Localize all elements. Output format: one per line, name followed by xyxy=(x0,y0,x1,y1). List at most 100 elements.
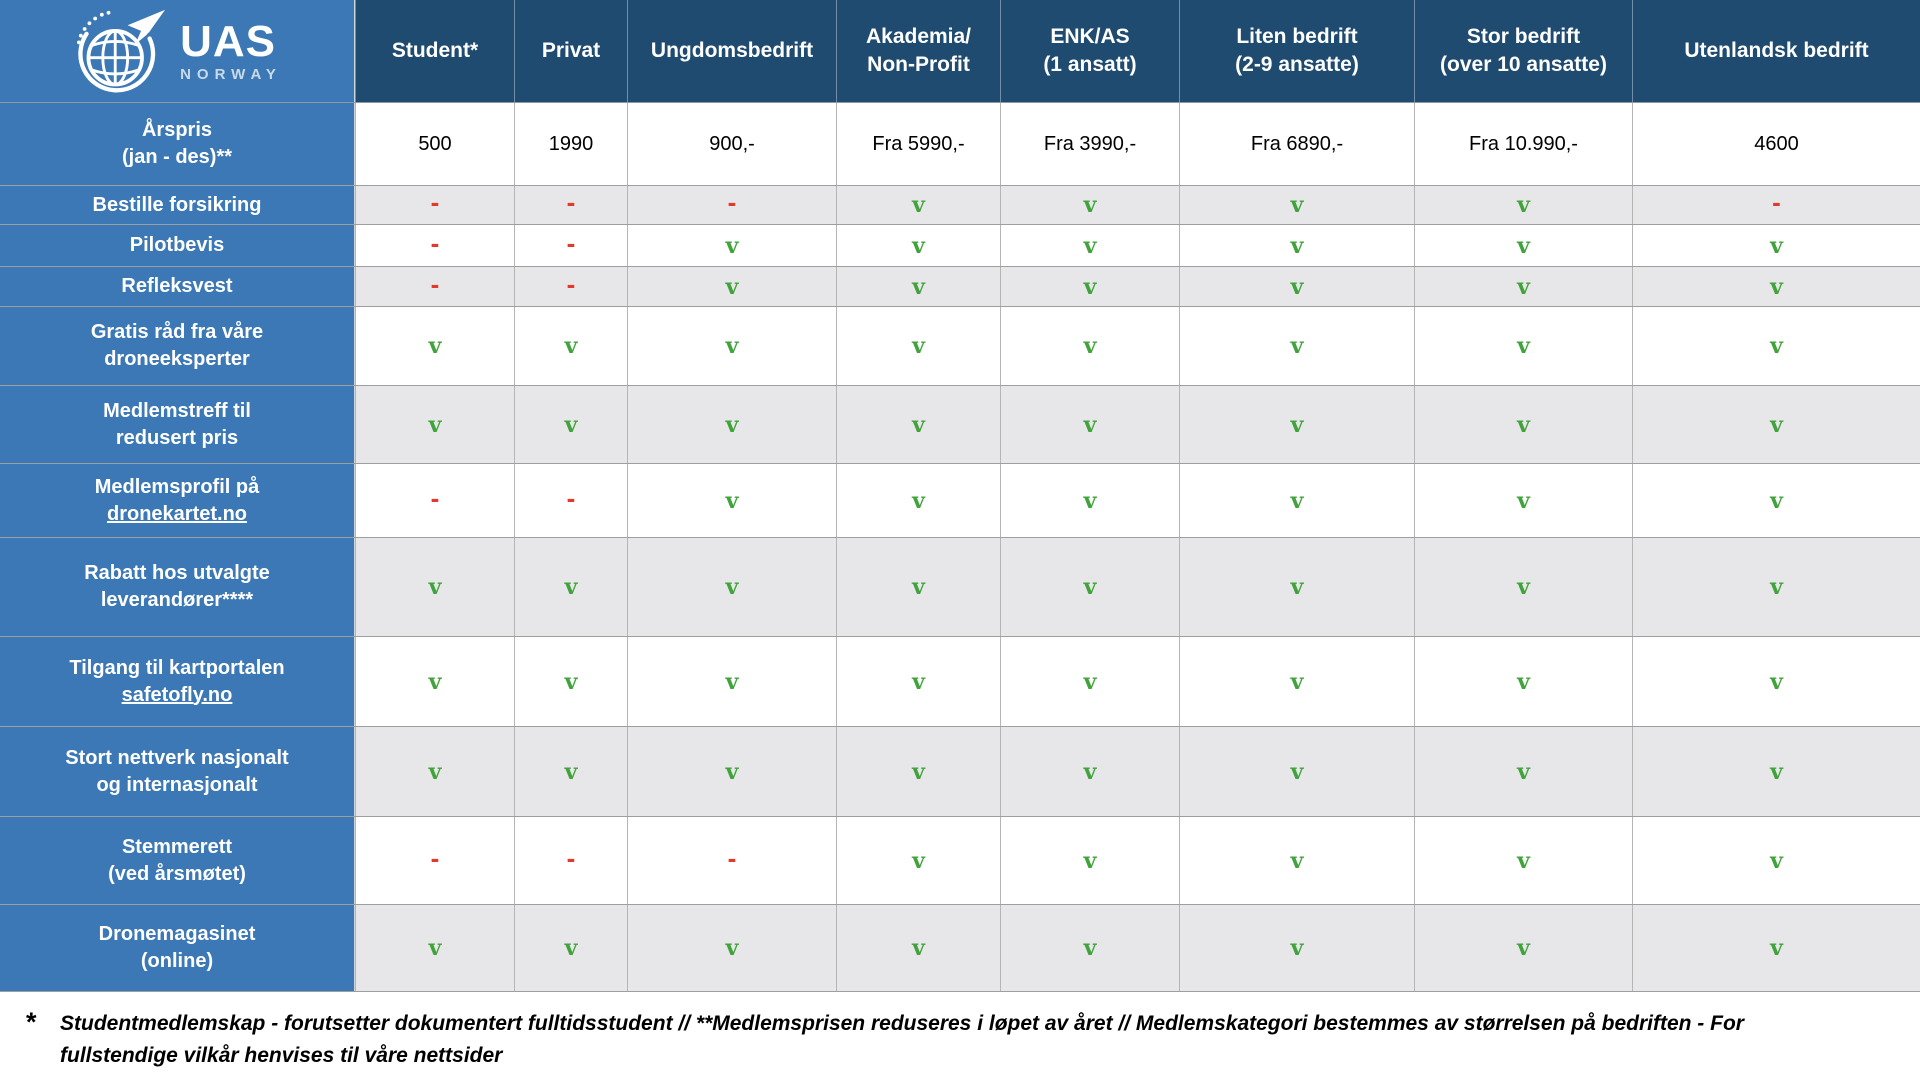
feature-cell: v xyxy=(1414,464,1632,537)
feature-cell: v xyxy=(836,538,1000,636)
row-label-line: leverandører**** xyxy=(100,589,254,611)
check-icon: v xyxy=(1083,273,1097,300)
feature-cell: v xyxy=(627,637,836,726)
table-row: Tilgang til kartportalen safetofly.no v v v v… xyxy=(0,637,1920,727)
column-header-line: Ungdomsbedrift xyxy=(650,38,814,62)
feature-cell: v xyxy=(1632,386,1920,463)
check-icon: v xyxy=(912,758,925,785)
check-icon: v xyxy=(1290,232,1304,259)
check-icon: v xyxy=(1517,758,1530,785)
feature-cell: v xyxy=(1414,386,1632,463)
feature-cell: v xyxy=(1000,538,1179,636)
row-label-line: Medlemsprofil på xyxy=(94,475,260,498)
feature-cell: v xyxy=(514,727,627,816)
feature-cell: v xyxy=(1414,307,1632,385)
check-icon: v xyxy=(725,333,739,359)
dotted-arc xyxy=(77,10,111,45)
column-header-line: (1 ansatt) xyxy=(1043,53,1137,76)
table-row: Dronemagasinet (online) v v v v v v v v xyxy=(0,905,1920,992)
feature-cell: v xyxy=(1000,267,1179,306)
feature-cell: v xyxy=(836,905,1000,991)
row-label: Stort nettverk nasjonalt og internasjonal… xyxy=(0,727,355,816)
feature-cell: v xyxy=(1179,538,1414,636)
table-row: Refleksvest - - v v v v v v xyxy=(0,267,1920,307)
dash-icon: - xyxy=(430,187,440,217)
column-header: Utenlandsk bedrift xyxy=(1632,0,1920,102)
dash-icon: - xyxy=(430,227,440,258)
feature-cell: v xyxy=(836,186,1000,224)
feature-cell: - xyxy=(514,817,627,904)
check-icon: v xyxy=(1517,232,1530,259)
check-icon: v xyxy=(1517,935,1530,961)
check-icon: v xyxy=(1290,668,1304,695)
check-icon: v xyxy=(1083,668,1097,695)
table-row: Rabatt hos utvalgte leverandører**** v v v v v… xyxy=(0,538,1920,637)
feature-cell: v xyxy=(1179,386,1414,463)
feature-cell: v xyxy=(1179,637,1414,726)
check-icon: v xyxy=(1517,847,1530,874)
feature-cell: v xyxy=(355,637,514,726)
feature-cell: v xyxy=(836,637,1000,726)
globe-plane-icon xyxy=(77,9,165,93)
table-row: Stemmerett (ved årsmøtet) - - - v v v v v xyxy=(0,817,1920,905)
feature-cell: - xyxy=(355,817,514,904)
feature-cell: - xyxy=(514,464,627,537)
feature-cell: v xyxy=(355,905,514,991)
swoosh xyxy=(78,31,156,93)
logo-text: UAS NORWAY xyxy=(180,20,282,83)
dash-icon: - xyxy=(727,187,737,217)
check-icon: v xyxy=(564,333,578,359)
column-header-line: Stor bedrift xyxy=(1466,24,1581,48)
column-header-line: Utenlandsk bedrift xyxy=(1684,38,1869,62)
check-icon: v xyxy=(1770,668,1783,695)
check-icon: v xyxy=(1770,574,1783,600)
table-row: Stort nettverk nasjonalt og internasjonal… xyxy=(0,727,1920,817)
check-icon: v xyxy=(725,411,739,438)
check-icon: v xyxy=(912,847,925,874)
row-label: Gratis råd fra våre droneeksperter xyxy=(0,307,355,385)
safetofly-link[interactable]: safetofly.no xyxy=(121,683,233,706)
feature-cell: v xyxy=(627,727,836,816)
table-row: Årspris (jan - des)** 500 1990 900,- Fra 5990… xyxy=(0,103,1920,186)
row-label-line: Årspris xyxy=(141,119,213,141)
check-icon: v xyxy=(428,668,442,695)
feature-cell: v xyxy=(627,538,836,636)
feature-cell: v xyxy=(355,727,514,816)
feature-cell: v xyxy=(514,307,627,385)
check-icon: v xyxy=(725,758,739,785)
check-icon: v xyxy=(1517,487,1530,514)
check-icon: v xyxy=(1770,411,1783,438)
feature-cell: v xyxy=(1414,267,1632,306)
row-label-line: (online) xyxy=(140,950,214,972)
check-icon: v xyxy=(428,935,442,961)
check-icon: v xyxy=(1770,232,1783,259)
column-header: Privat xyxy=(514,0,627,102)
feature-cell: - xyxy=(514,225,627,266)
check-icon: v xyxy=(1770,273,1783,300)
column-header-line: (over 10 ansatte) xyxy=(1440,53,1607,76)
check-icon: v xyxy=(1290,192,1304,218)
feature-cell: - xyxy=(355,225,514,266)
check-icon: v xyxy=(912,668,925,695)
feature-cell: - xyxy=(355,186,514,224)
price-cell: 1990 xyxy=(514,103,627,185)
check-icon: v xyxy=(1517,668,1530,695)
price-cell: Fra 5990,- xyxy=(836,103,1000,185)
feature-cell: v xyxy=(1632,727,1920,816)
feature-cell: v xyxy=(1632,637,1920,726)
footnote-text: Studentmedlemskap - forutsetter dokument… xyxy=(60,1012,1744,1067)
feature-cell: v xyxy=(1632,225,1920,266)
check-icon: v xyxy=(1770,333,1783,359)
price-cell: Fra 10.990,- xyxy=(1414,103,1632,185)
dash-icon: - xyxy=(727,842,737,873)
feature-cell: v xyxy=(1632,538,1920,636)
check-icon: v xyxy=(725,574,739,600)
feature-cell: - xyxy=(627,817,836,904)
column-header-line: Liten bedrift xyxy=(1236,24,1358,48)
feature-cell: v xyxy=(1000,225,1179,266)
dronekartet-link[interactable]: dronekartet.no xyxy=(106,502,248,525)
row-label: Rabatt hos utvalgte leverandører**** xyxy=(0,538,355,636)
row-label-line: og internasjonalt xyxy=(96,773,258,796)
paper-plane-icon xyxy=(127,9,165,45)
